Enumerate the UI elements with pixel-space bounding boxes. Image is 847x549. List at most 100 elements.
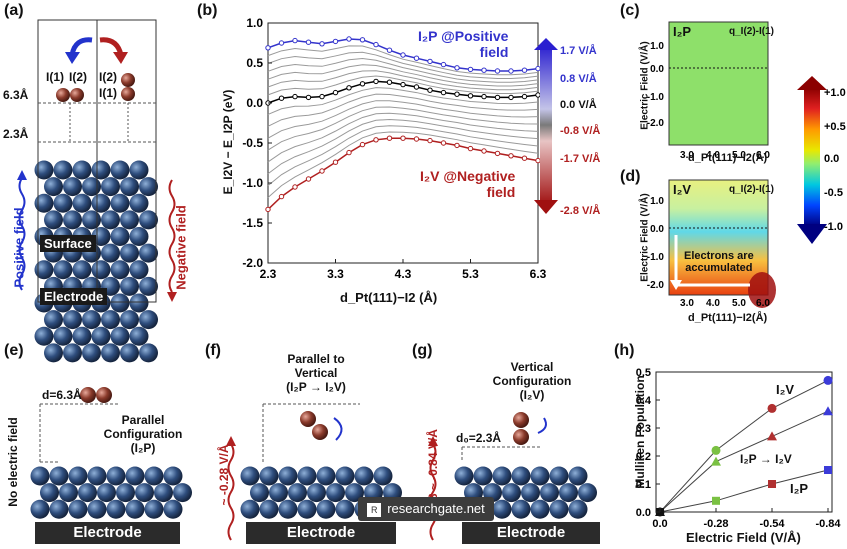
panel-b-intermediate-series bbox=[267, 64, 539, 87]
electrode-atom bbox=[91, 260, 111, 280]
panel-b-bottom-note-line2: field bbox=[486, 184, 516, 200]
shared-colorbar bbox=[804, 88, 820, 226]
panel-b-intermediate-series bbox=[267, 45, 539, 76]
electrode-atom bbox=[82, 343, 101, 363]
electrode-atom bbox=[59, 483, 78, 503]
panel-g-label: (g) bbox=[412, 342, 433, 359]
panel-b-point bbox=[467, 145, 474, 152]
electrode-atom bbox=[173, 483, 192, 503]
panel-b-point bbox=[278, 193, 285, 200]
panel-b-point bbox=[332, 38, 339, 45]
electrode-atom bbox=[163, 466, 183, 486]
panel-a-positive-arrowhead bbox=[17, 170, 27, 180]
panel-b-point bbox=[386, 135, 393, 141]
panel-a-i1-label: I(1) bbox=[46, 70, 64, 84]
electrode-atom bbox=[49, 466, 69, 486]
panel-b-point bbox=[508, 68, 514, 74]
electrode-atom bbox=[120, 310, 139, 330]
panel-b-xtick-label: 4.3 bbox=[395, 267, 412, 281]
electrode-atom bbox=[259, 499, 279, 519]
electrode-atom bbox=[511, 499, 531, 519]
panel-g-title-line3: (I₂V) bbox=[519, 388, 545, 402]
panel-b-point bbox=[427, 87, 433, 93]
electrode-atom bbox=[288, 483, 307, 503]
panel-d-hotspot bbox=[748, 272, 776, 308]
panel-b-point bbox=[359, 37, 366, 43]
panel-b-point bbox=[346, 85, 352, 91]
panel-a-i1b-label: I(1) bbox=[99, 86, 117, 100]
electrode-atom bbox=[511, 466, 531, 486]
panel-h-series3-label: I₂P bbox=[790, 481, 809, 496]
electrode-atom bbox=[101, 343, 120, 363]
electrode-atom bbox=[568, 466, 588, 486]
panel-b-point bbox=[427, 137, 433, 144]
panel-b-point bbox=[373, 41, 379, 48]
panel-b-point bbox=[359, 81, 366, 87]
electrode-atom bbox=[53, 193, 73, 213]
panel-h-ytick-label: 0.1 bbox=[636, 479, 651, 491]
electrode-atom bbox=[30, 466, 50, 486]
panel-a-iodine-4 bbox=[121, 87, 135, 101]
panel-a-i2-label: I(2) bbox=[69, 70, 87, 84]
panel-b-point bbox=[413, 55, 420, 61]
panel-b-bottom-note-line1: I₂V @Negative bbox=[420, 168, 516, 184]
electrode-atom bbox=[492, 499, 512, 519]
panel-g-title-line2: Configuration bbox=[492, 374, 572, 388]
panel-b-point bbox=[427, 58, 433, 65]
electrode-atom bbox=[72, 260, 92, 280]
panel-a-height-6.3: 6.3Å bbox=[3, 88, 29, 102]
electrode-atom bbox=[63, 177, 82, 197]
panel-b-colorbar-tick: 0.0 V/Å bbox=[560, 98, 597, 111]
panel-c-heatmap bbox=[668, 21, 769, 146]
electrode-atom bbox=[297, 466, 317, 486]
panel-a-iodine-3 bbox=[121, 73, 135, 87]
electrode-atom bbox=[120, 243, 139, 263]
panel-a-blue-arrowhead bbox=[65, 52, 80, 64]
panel-e-distance: d=6.3Å bbox=[42, 388, 82, 402]
panel-b-point bbox=[305, 176, 312, 182]
electrode-atom bbox=[125, 466, 145, 486]
electrode-atom bbox=[307, 483, 326, 503]
panel-b-colorbar-tick: 1.7 V/Å bbox=[560, 44, 597, 57]
panel-d-ytick-label: -1.0 bbox=[647, 252, 665, 263]
panel-b-point bbox=[265, 45, 271, 51]
panel-b-point bbox=[467, 93, 474, 99]
electrode-atom bbox=[91, 193, 111, 213]
panel-h-series-line-1 bbox=[659, 410, 829, 513]
panel-h-series2-label: I₂P → I₂V bbox=[740, 452, 792, 466]
electrode-atom bbox=[578, 483, 597, 503]
electrode-atom bbox=[269, 483, 288, 503]
panel-a-iodine-2 bbox=[70, 88, 84, 102]
electrode-atom bbox=[110, 160, 130, 180]
electrode-atom bbox=[144, 466, 164, 486]
electrode-atom bbox=[68, 466, 88, 486]
panel-b-ytick-label: 0.5 bbox=[246, 56, 263, 70]
panel-b-label: (b) bbox=[197, 2, 218, 19]
electrode-atom bbox=[49, 499, 69, 519]
panel-b-point bbox=[386, 47, 393, 53]
panel-f-title: Parallel to Vertical (I₂P → I₂V) bbox=[262, 352, 370, 394]
panel-g-iodine-1 bbox=[513, 412, 529, 428]
electrode-atom bbox=[110, 326, 130, 346]
panel-f-field-arrowhead bbox=[226, 436, 236, 446]
electrode-atom bbox=[53, 260, 73, 280]
panel-b-ytick-label: -1.5 bbox=[242, 216, 263, 230]
panel-e-electrode-atoms bbox=[30, 466, 192, 519]
panel-b-point bbox=[400, 135, 406, 141]
electrode-atom bbox=[530, 466, 550, 486]
electrode-atom bbox=[110, 293, 130, 313]
panel-h-label: (h) bbox=[614, 342, 635, 359]
electrode-atom bbox=[34, 193, 54, 213]
electrode-atom bbox=[144, 499, 164, 519]
panel-h-marker-triangle bbox=[711, 456, 721, 466]
panel-d-heatmap bbox=[668, 179, 769, 296]
panel-a-iodine-1 bbox=[56, 88, 70, 102]
panel-f-electrode-atoms bbox=[240, 466, 402, 519]
electrode-atom bbox=[110, 193, 130, 213]
electrode-atom bbox=[549, 466, 569, 486]
panel-b-point bbox=[386, 79, 393, 85]
panel-g-iodine-2 bbox=[513, 429, 529, 445]
panel-g-title: Vertical Configuration (I₂V) bbox=[482, 360, 582, 402]
electrode-atom bbox=[335, 466, 355, 486]
electrode-atom bbox=[250, 483, 269, 503]
